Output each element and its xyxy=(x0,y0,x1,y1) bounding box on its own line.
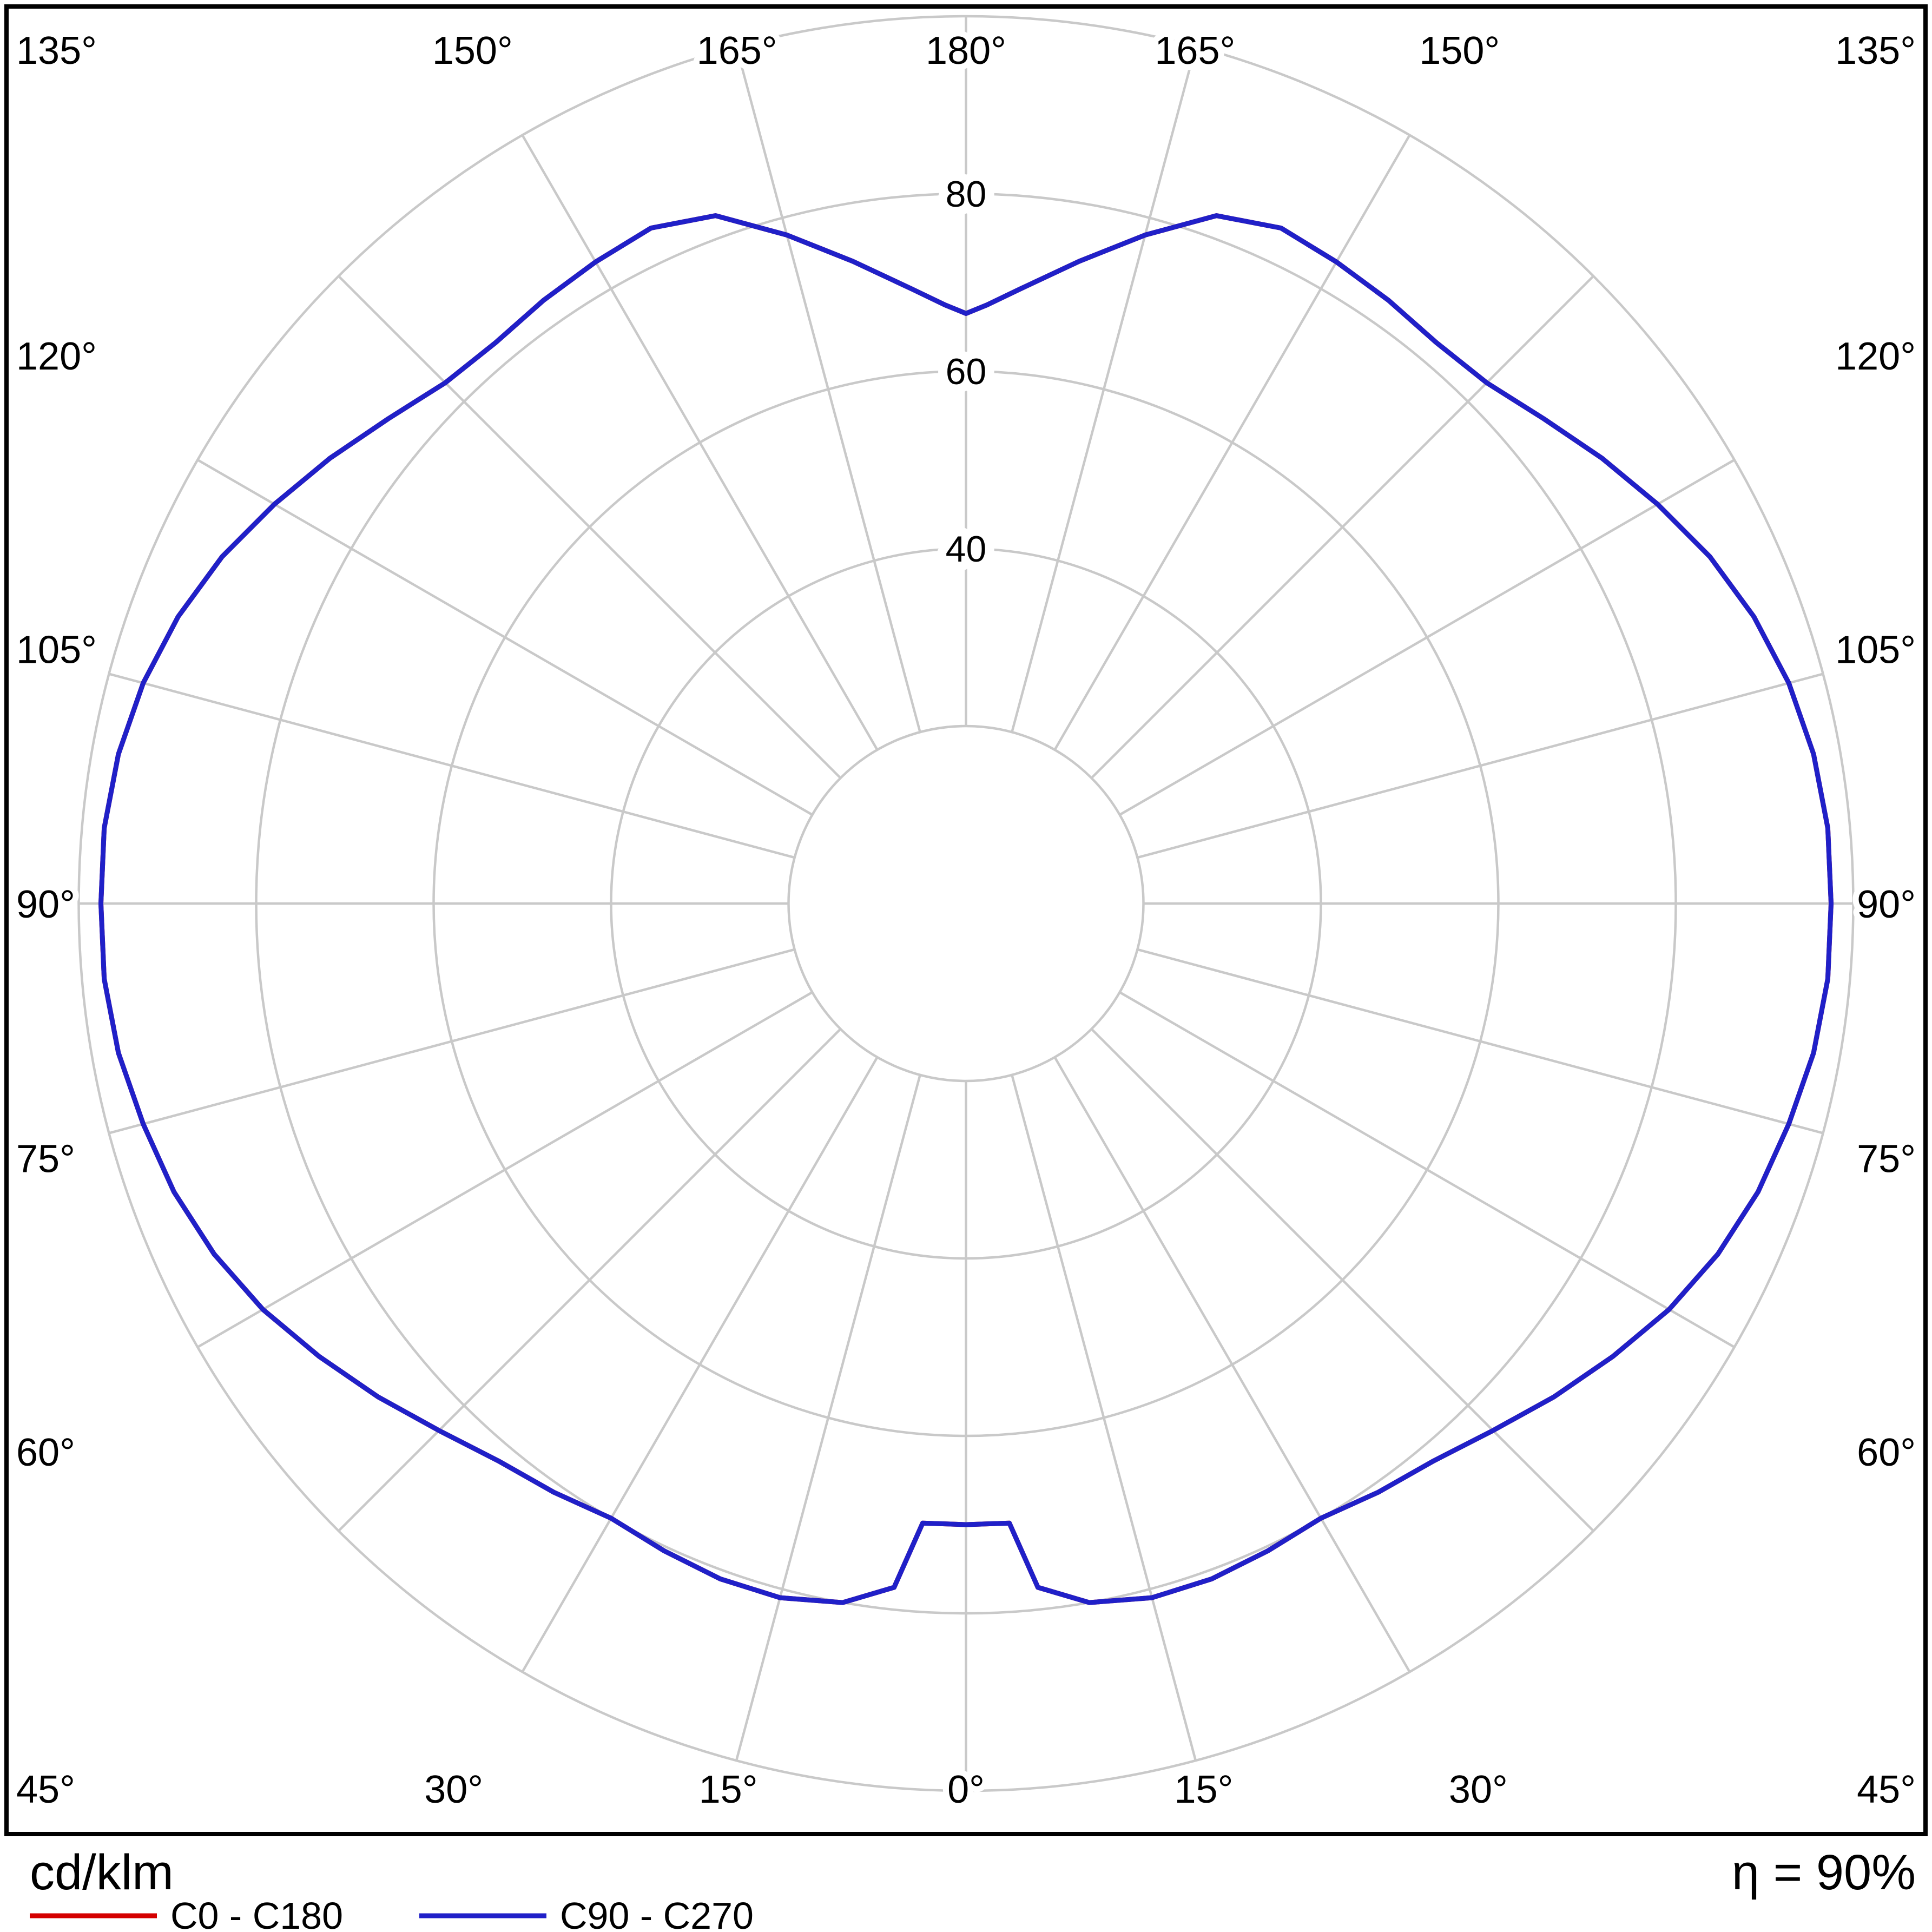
grid-spoke-15-left xyxy=(735,1074,921,1761)
angle-label-60: 60° xyxy=(1857,1431,1916,1474)
angle-label-120: 120° xyxy=(1835,335,1916,378)
legend-label-c0-c180: C0 - C180 xyxy=(170,1895,343,1932)
angle-label-30: 30° xyxy=(1449,1768,1508,1811)
angle-label-150: 150° xyxy=(1419,29,1500,72)
grid-spoke-60-right xyxy=(1119,991,1735,1348)
curve-c90-c270 xyxy=(98,213,1834,1605)
angle-label-90: 90° xyxy=(16,883,75,926)
grid-spoke-120-left xyxy=(197,459,813,816)
plot-frame xyxy=(4,4,1928,1836)
angle-label-45: 45° xyxy=(16,1768,75,1811)
grid-spoke-75-right xyxy=(1137,948,1824,1135)
grid-spoke-45-right xyxy=(1090,1028,1594,1532)
angle-label-165: 165° xyxy=(697,29,777,72)
grid-spoke-135-right xyxy=(1090,275,1594,779)
angle-label-105: 105° xyxy=(1835,629,1916,672)
grid-spoke-165-right xyxy=(1011,46,1197,733)
angle-label-60: 60° xyxy=(16,1431,75,1474)
angle-labels: 0° 15° 15° 30° 30° 45° 45° 60° 60° 75° 75° 90° 90° 10… xyxy=(10,23,1922,1817)
angle-label-135: 135° xyxy=(16,29,97,72)
angle-label-45: 45° xyxy=(1857,1768,1916,1811)
angle-label-75: 75° xyxy=(16,1137,75,1181)
grid-spoke-165-left xyxy=(735,46,921,733)
legend: C0 - C180 C90 - C270 xyxy=(30,1895,754,1932)
angle-label-120: 120° xyxy=(16,335,97,378)
angle-label-165: 165° xyxy=(1155,29,1235,72)
legend-label-c90-c270: C90 - C270 xyxy=(560,1895,754,1932)
angle-label-105: 105° xyxy=(16,629,97,672)
grid-spoke-135-left xyxy=(338,275,842,779)
grid-spoke-75-left xyxy=(108,948,795,1135)
grid-spoke-30-left xyxy=(521,1056,879,1673)
ring-value-labels: 40 60 80 xyxy=(937,164,996,579)
grid-spoke-45-left xyxy=(338,1028,842,1532)
grid-spoke-120-right xyxy=(1119,459,1735,816)
angle-label-0: 0° xyxy=(947,1768,985,1811)
grid-ring-20 xyxy=(787,724,1145,1083)
grid-spoke-105-left xyxy=(108,672,795,859)
unit-label: cd/klm xyxy=(30,1845,174,1900)
angle-label-180: 180° xyxy=(926,29,1006,72)
grid-spoke-60-left xyxy=(197,991,813,1348)
angle-label-15: 15° xyxy=(699,1768,758,1811)
ring-label-80: 80 xyxy=(946,174,987,215)
grid-spoke-150-right xyxy=(1053,134,1411,751)
grid-spoke-105-right xyxy=(1137,672,1824,859)
angle-label-30: 30° xyxy=(424,1768,483,1811)
ring-label-40: 40 xyxy=(946,529,987,570)
grid-spoke-15-right xyxy=(1011,1074,1197,1761)
angle-label-90: 90° xyxy=(1857,883,1916,926)
angle-label-135: 135° xyxy=(1835,29,1916,72)
angle-label-75: 75° xyxy=(1857,1137,1916,1181)
grid-spoke-30-right xyxy=(1053,1056,1411,1673)
angle-label-15: 15° xyxy=(1174,1768,1233,1811)
grid-spoke-150-left xyxy=(521,134,879,751)
polar-grid xyxy=(77,15,1855,1792)
intensity-curves xyxy=(98,213,1834,1605)
angle-label-150: 150° xyxy=(432,29,513,72)
efficiency-label: η = 90% xyxy=(1732,1845,1916,1900)
ring-label-60: 60 xyxy=(946,351,987,392)
